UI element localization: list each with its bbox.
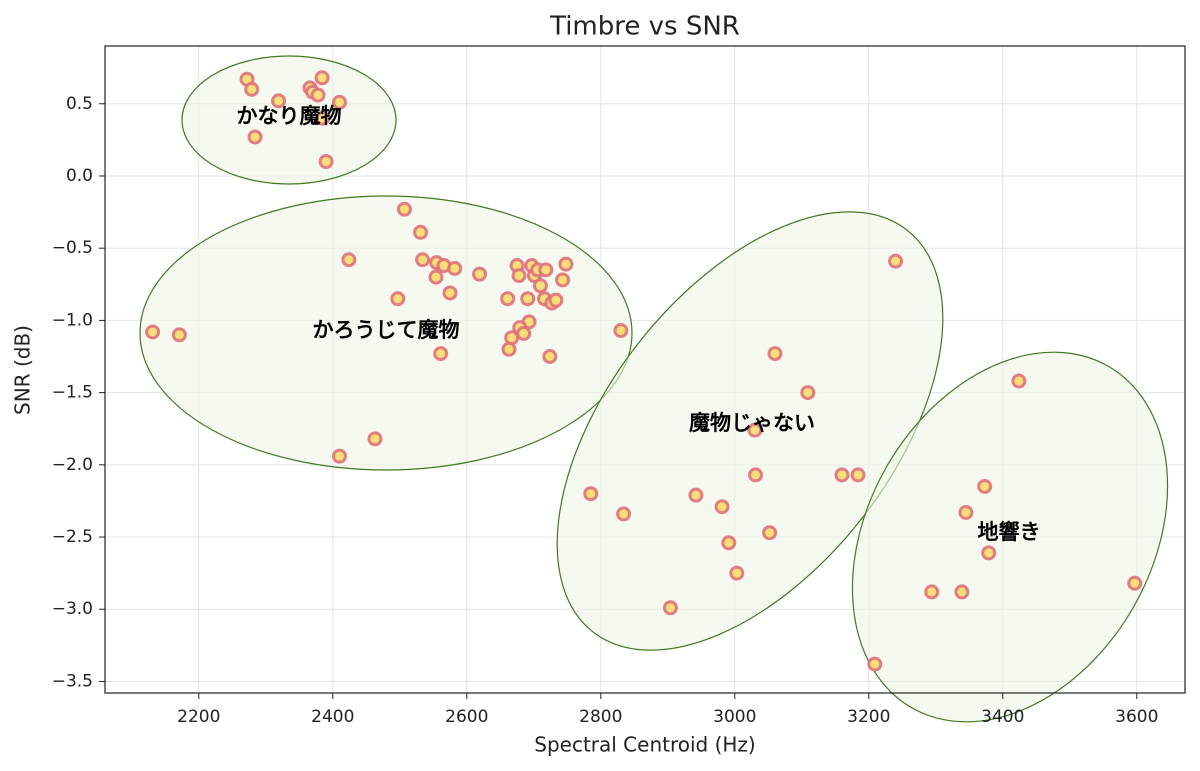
point [145, 324, 161, 340]
point [511, 268, 527, 284]
point [318, 154, 334, 170]
cluster-ellipse [851, 351, 1169, 723]
point [271, 93, 287, 109]
point [924, 584, 940, 600]
point [390, 291, 406, 307]
point [433, 346, 449, 362]
point [1011, 373, 1027, 389]
point [867, 656, 883, 672]
point [472, 266, 488, 282]
point [977, 478, 993, 494]
y-tick-label: 0.0 [66, 166, 93, 186]
x-tick-label: 2600 [445, 707, 488, 727]
y-tick-label: −1.0 [52, 310, 93, 330]
point [714, 499, 730, 515]
point [532, 278, 548, 294]
point [331, 448, 347, 464]
point [331, 94, 347, 110]
annotation: かなり魔物 [237, 104, 342, 128]
point [542, 349, 558, 365]
chart-title: Timbre vs SNR [549, 12, 740, 42]
point [314, 70, 330, 86]
point [729, 565, 745, 581]
x-tick-label: 2200 [177, 707, 220, 727]
point [428, 269, 444, 285]
annotation: かろうじて魔物 [313, 318, 460, 342]
point [396, 201, 412, 217]
point [981, 545, 997, 561]
point [500, 291, 516, 307]
point [501, 341, 517, 357]
y-tick-label: −3.5 [52, 671, 93, 691]
point [721, 535, 737, 551]
x-axis-label: Spectral Centroid (Hz) [534, 733, 755, 757]
point [520, 291, 536, 307]
y-axis-label: SNR (dB) [11, 325, 35, 415]
point [613, 323, 629, 339]
y-tick-label: −0.5 [52, 238, 93, 258]
point [662, 600, 678, 616]
point [247, 129, 263, 145]
point [244, 81, 260, 97]
annotation: 魔物じゃない [689, 411, 815, 435]
y-tick-label: −2.0 [52, 455, 93, 475]
point [415, 252, 431, 268]
point [310, 87, 326, 103]
y-tick-label: −2.5 [52, 527, 93, 547]
point [762, 525, 778, 541]
point [954, 584, 970, 600]
plot-frame [104, 45, 1186, 694]
point [616, 506, 632, 522]
point [767, 346, 783, 362]
point [538, 262, 554, 278]
y-tick-label: −3.0 [52, 599, 93, 619]
x-tick-label: 3000 [713, 707, 756, 727]
x-tick-label: 2800 [579, 707, 622, 727]
clusters [139, 55, 1169, 723]
point [516, 325, 532, 341]
point [888, 253, 904, 269]
x-tick-label: 3600 [1115, 707, 1158, 727]
axes: 2200 2400 2600 2800 3000 3200 3400 3600 0.5 0.0 −0… [52, 94, 1159, 727]
point [688, 487, 704, 503]
point [748, 467, 764, 483]
x-tick-label: 2400 [311, 707, 354, 727]
point [1127, 575, 1143, 591]
point [341, 252, 357, 268]
point [583, 486, 599, 502]
point [850, 467, 866, 483]
point [800, 385, 816, 401]
point [367, 431, 383, 447]
point [558, 256, 574, 272]
point [315, 110, 331, 126]
cluster-ellipse [181, 55, 397, 185]
point [548, 292, 564, 308]
point [447, 260, 463, 276]
cluster-ellipse [139, 195, 633, 471]
point [555, 272, 571, 288]
point [442, 285, 458, 301]
x-tick-label: 3200 [847, 707, 890, 727]
x-tick-label: 3400 [981, 707, 1024, 727]
point [834, 467, 850, 483]
point [413, 224, 429, 240]
point [171, 327, 187, 343]
annotation: 地響き [978, 520, 1041, 544]
point [747, 422, 763, 438]
y-tick-label: −1.5 [52, 383, 93, 403]
points [145, 70, 1143, 672]
point [504, 330, 520, 346]
y-tick-label: 0.5 [66, 94, 93, 114]
point [958, 504, 974, 520]
